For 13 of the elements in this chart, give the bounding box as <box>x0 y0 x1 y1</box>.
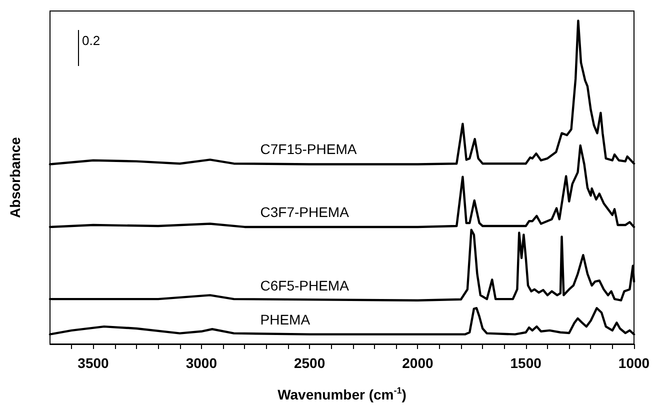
series-label: PHEMA <box>260 311 311 328</box>
annotation: 0.2 <box>82 33 100 48</box>
x-tick-label: 1000 <box>618 355 650 371</box>
x-tick-label: 2500 <box>294 355 326 371</box>
x-tick-label: 1500 <box>510 355 542 371</box>
series-label: C6F5-PHEMA <box>260 277 350 294</box>
series-label: C7F15-PHEMA <box>260 141 358 158</box>
y-axis-title: Absorbance <box>7 136 23 218</box>
x-tick-label: 2000 <box>402 355 434 371</box>
x-tick-label: 3000 <box>186 355 218 371</box>
series-label: C3F7-PHEMA <box>260 204 350 220</box>
scale-bar: 0.2 <box>78 30 100 66</box>
x-tick-label: 3500 <box>78 355 110 371</box>
